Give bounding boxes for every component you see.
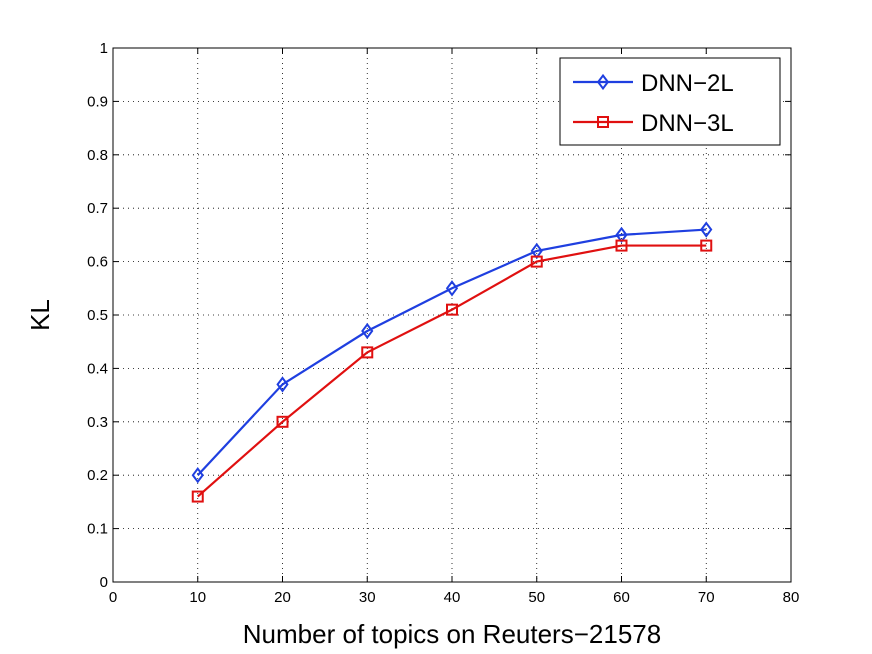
grid-lines [113, 48, 791, 582]
y-tick-label: 0.4 [87, 360, 108, 377]
x-tick-label: 20 [274, 589, 291, 606]
y-tick-label: 0.7 [87, 200, 108, 217]
legend-marker-1 [596, 73, 610, 91]
y-tick-label: 1 [100, 40, 108, 57]
x-tick-label: 50 [528, 589, 545, 606]
data-point-marker [276, 415, 289, 428]
x-tick-label: 30 [359, 589, 376, 606]
x-tick-label: 0 [109, 589, 117, 606]
legend-label-2: DNN−3L [641, 110, 734, 137]
x-tick-label: 70 [698, 589, 715, 606]
data-point-marker [700, 239, 713, 252]
data-point-marker [615, 239, 628, 252]
series-line-2 [197, 244, 707, 498]
y-axis-label: KL [25, 299, 55, 331]
series-layer [191, 221, 713, 503]
y-tick-label: 0.5 [87, 307, 108, 324]
x-tick-label: 10 [189, 589, 206, 606]
x-tick-label: 40 [444, 589, 461, 606]
x-tick-label: 60 [613, 589, 630, 606]
y-tick-label: 0.1 [87, 521, 108, 538]
data-point-marker [445, 280, 459, 297]
data-point-marker [361, 346, 374, 359]
x-tick-label: 80 [783, 589, 800, 606]
data-point-marker [191, 490, 204, 503]
legend-box [559, 57, 781, 146]
data-point-marker [361, 322, 374, 340]
y-tick-label: 0 [100, 574, 108, 591]
series-line-1 [196, 228, 707, 476]
data-point-marker [276, 376, 289, 393]
data-point-marker [530, 255, 543, 268]
data-point-marker [191, 467, 204, 484]
y-tick-label: 0.9 [87, 93, 108, 110]
y-tick-label: 0.8 [87, 147, 108, 164]
y-tick-label: 0.2 [87, 467, 108, 484]
legend-marker-2 [597, 116, 609, 128]
y-tick-label: 0.3 [87, 414, 108, 431]
legend: DNN−2L DNN−3L [559, 57, 781, 146]
x-axis-label: Number of topics on Reuters−21578 [243, 619, 661, 649]
legend-label-1: DNN−2L [641, 70, 734, 97]
axis-ticks: 0 10 20 30 40 50 60 70 80 0 0.1 0.2 0.3 0.4 0.5 0.6 0.7 0… [87, 40, 799, 606]
y-tick-label: 0.6 [87, 254, 108, 271]
data-point-marker [700, 221, 713, 238]
data-point-marker [446, 303, 458, 316]
